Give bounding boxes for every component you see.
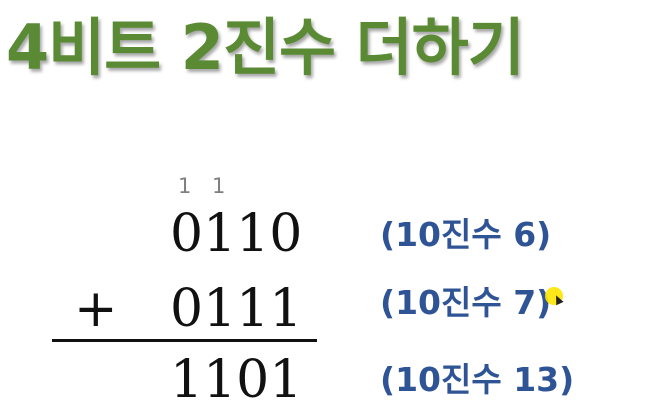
sum-result-decimal-note: (10진수 13) [380, 360, 575, 399]
mouse-pointer-icon [545, 287, 563, 305]
carry-digit: 1 [178, 174, 192, 198]
operand-a: 0110 [170, 204, 303, 264]
sum-result: 1101 [170, 350, 303, 410]
slide-title: 4비트 2진수 더하기 [6, 11, 525, 84]
carry-digit: 1 [212, 174, 226, 198]
operand-b-decimal-note: (10진수 7) [380, 283, 552, 322]
operand-a-decimal-note: (10진수 6) [380, 215, 552, 254]
plus-sign: + [74, 279, 118, 339]
operand-b: 0111 [170, 279, 303, 339]
sum-divider-line [52, 339, 317, 342]
